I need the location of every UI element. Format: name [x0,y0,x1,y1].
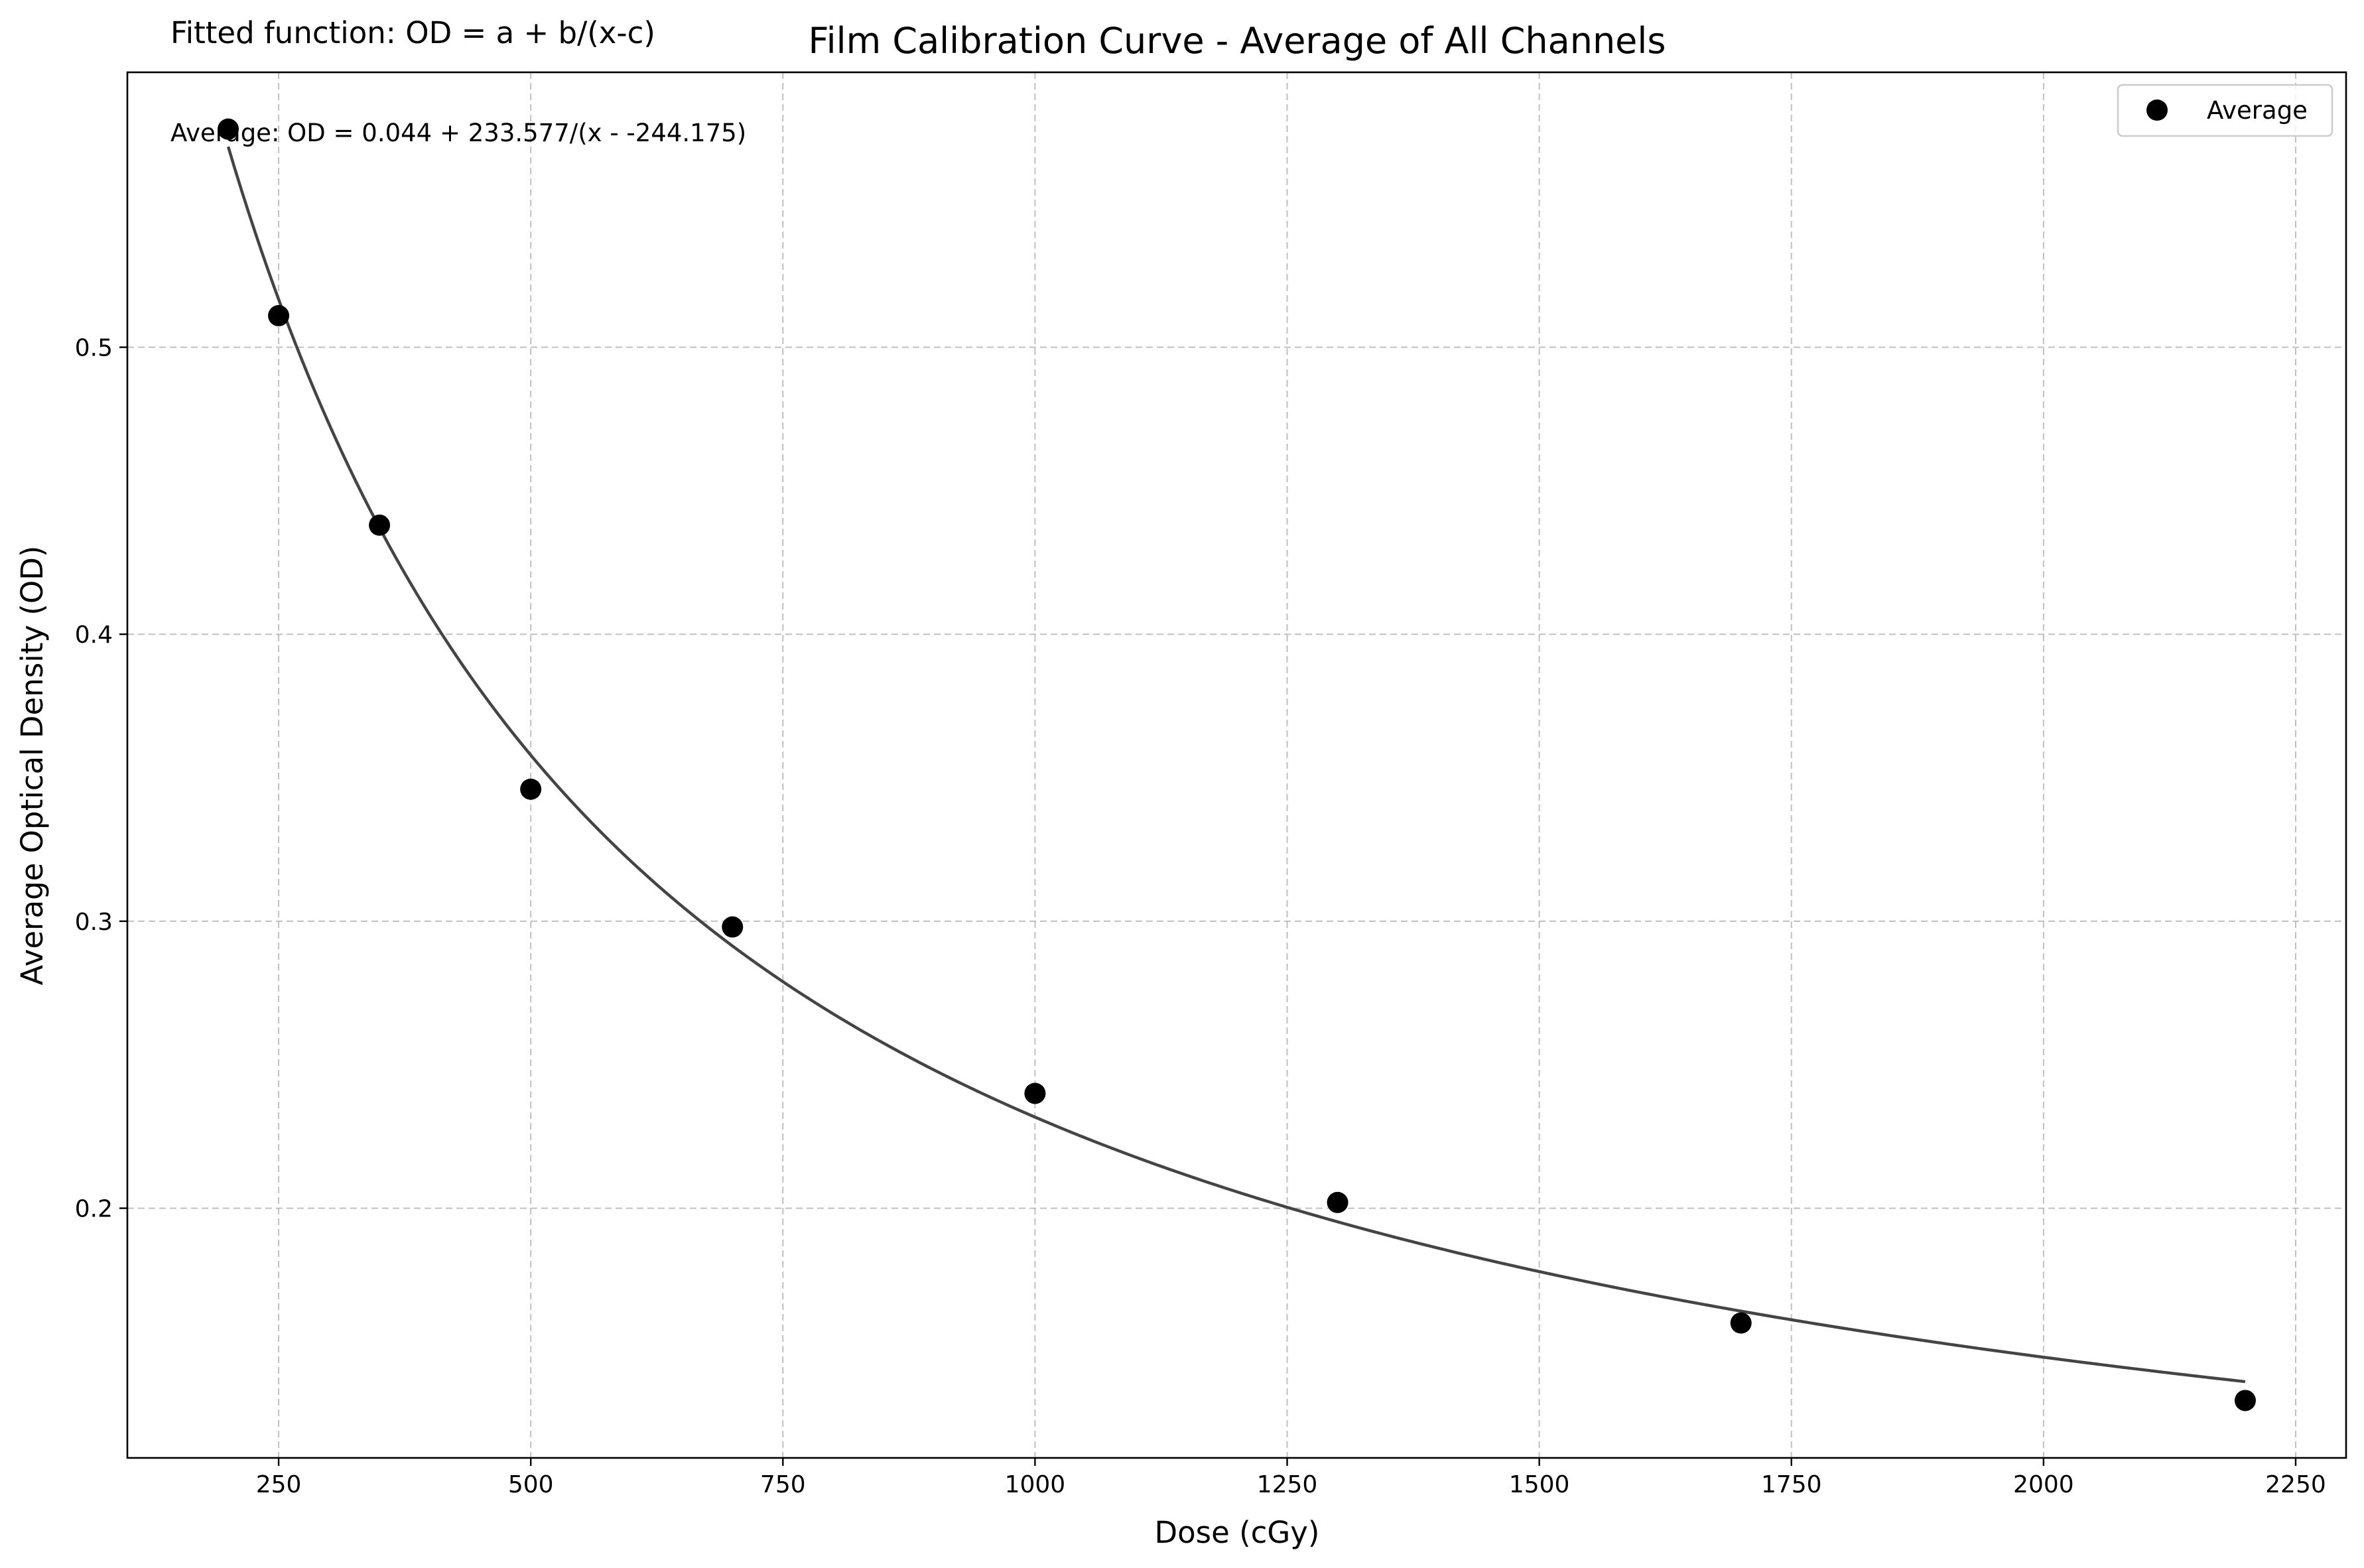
data-point [218,118,239,140]
y-axis-ticks: 0.2 0.3 0.4 0.5 [75,335,127,1223]
grid [127,72,2346,1458]
x-tick-label: 1750 [1761,1471,1822,1498]
data-points [218,118,2256,1411]
x-tick-label: 1500 [1509,1471,1570,1498]
data-point [1730,1312,1752,1334]
y-tick-label: 0.2 [75,1196,113,1223]
legend-label-average: Average [2207,96,2308,125]
fitted-function-annotation: Fitted function: OD = a + b/(x-c) [170,15,655,50]
x-axis-ticks: 250 500 750 1000 1250 1500 1750 2000 2250 [256,1458,2326,1498]
chart-title: Film Calibration Curve - Average of All … [808,20,1666,62]
x-tick-label: 1000 [1005,1471,1066,1498]
data-point [1024,1082,1046,1104]
y-tick-label: 0.3 [75,909,113,936]
data-point [369,514,391,536]
data-point [268,304,290,326]
data-point [520,778,542,800]
legend-frame [2117,84,2333,137]
x-axis-label: Dose (cGy) [1155,1515,1320,1550]
legend-marker-average [2146,99,2168,121]
plot-area-frame [126,71,2347,1459]
x-tick-label: 500 [508,1471,554,1498]
y-tick-label: 0.4 [75,621,113,649]
x-tick-label: 2000 [2013,1471,2074,1498]
y-axis-label: Average Optical Density (OD) [15,546,50,986]
fit-curve-layer [226,146,2246,1384]
data-point [2234,1390,2256,1411]
x-tick-label: 1250 [1257,1471,1318,1498]
equation-annotation: Average: OD = 0.044 + 233.577/(x - -244.… [170,119,746,147]
legend: Average [2117,84,2333,137]
x-tick-label: 250 [256,1471,302,1498]
x-tick-label: 2250 [2265,1471,2326,1498]
y-tick-label: 0.5 [75,335,113,362]
fit-curve [226,146,2246,1384]
data-point [1327,1191,1348,1213]
x-tick-label: 750 [760,1471,806,1498]
data-point [722,916,744,938]
